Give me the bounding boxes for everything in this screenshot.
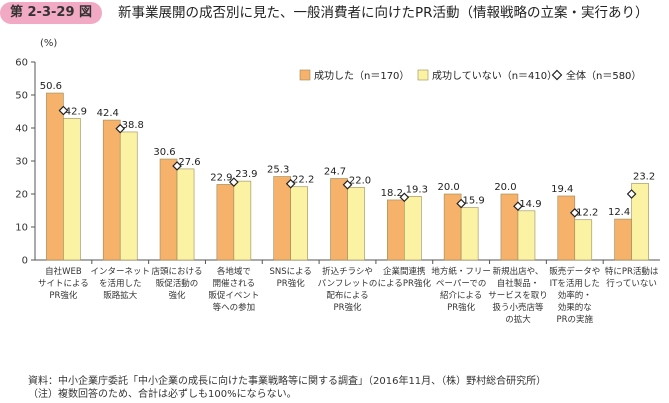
category-label: 地方紙・フリーペーパーでの紹介による PR強化 <box>431 266 491 313</box>
footnote: （注）複数回答のため、合計は必ずしも100%にならない。 <box>28 389 297 400</box>
data-label: 22.0 <box>349 175 371 186</box>
footer: 資料：中小企業庁委託「中小企業の成長に向けた事業戦略等に関する調査」（2016年… <box>28 375 546 401</box>
overall-marker-0 <box>58 105 69 116</box>
data-label: 19.3 <box>406 184 428 195</box>
overall-marker-2 <box>172 161 182 171</box>
category-labels: 自社WEB サイトによる PR強化インターネットを活用した販路拡大店頭における販促活… <box>38 266 659 325</box>
data-label: 19.4 <box>551 184 573 195</box>
axes: 0 10 20 30 40 50 60 <box>15 58 660 267</box>
category-label: 特にPR活動は行っていない <box>605 266 659 289</box>
category-label: 店頭における販促活動の強化 <box>152 266 203 301</box>
data-label: 22.9 <box>210 172 232 183</box>
bar-not-success-1 <box>119 131 138 261</box>
bar-chart: (%) 0 10 20 30 40 50 60 50.6 42.9 42.438.8 30.627… <box>15 38 660 325</box>
bar-not-success-3 <box>233 180 252 261</box>
bar-success-2 <box>159 158 178 261</box>
legend-label-1: 成功していない（n＝410） <box>432 70 557 82</box>
bar-success-10 <box>614 218 632 261</box>
category-label: インターネットを活用した販路拡大 <box>90 267 150 301</box>
y-tick-label: 20 <box>15 190 28 201</box>
category-label: SNSによる PR強化 <box>269 267 311 289</box>
figure-title: 新事業展開の成否別に見た、一般消費者に向けたPR活動（情報戦略の立案・実行あり） <box>118 5 649 21</box>
overall-marker-4 <box>285 178 296 189</box>
bar-not-success-6 <box>404 196 422 261</box>
category-label: 各地域で開催される販促イベント等への参加 <box>208 266 259 313</box>
overall-marker-9 <box>569 207 580 218</box>
data-label: 20.0 <box>438 182 460 193</box>
bar-success-9 <box>557 195 576 261</box>
data-label: 15.9 <box>463 196 485 207</box>
data-label: 12.4 <box>608 207 630 218</box>
legend-swatch-1 <box>417 69 429 81</box>
y-tick-label: 60 <box>15 58 28 69</box>
y-tick-label: 10 <box>15 223 28 234</box>
data-labels: 50.6 42.9 42.438.8 30.627.6 22.9 23.9 25.322.2… <box>40 81 655 219</box>
overall-marker-6 <box>399 192 410 203</box>
source-note: 資料：中小企業庁委託「中小企業の成長に向けた事業戦略等に関する調査」（2016年… <box>28 376 547 387</box>
data-label: 50.6 <box>40 81 62 92</box>
overall-marker-8 <box>513 201 523 212</box>
y-tick-label: 40 <box>15 124 28 135</box>
bar-not-success-0 <box>63 118 81 261</box>
data-label: 12.2 <box>576 208 598 219</box>
bar-success-6 <box>387 199 405 261</box>
data-label: 23.9 <box>235 169 257 180</box>
overall-marker-10 <box>626 189 637 199</box>
bar-success-8 <box>500 193 519 261</box>
overall-markers <box>58 105 637 218</box>
bar-success-1 <box>102 119 121 261</box>
category-label: 販売データや ITを活用した効率的・効果的な PRの実施 <box>549 266 600 325</box>
legend-swatch-0 <box>299 69 311 81</box>
data-label: 22.2 <box>292 175 314 186</box>
data-label: 23.2 <box>633 171 655 182</box>
data-label: 42.9 <box>65 106 87 117</box>
bar-success-5 <box>330 178 348 261</box>
bars <box>46 92 649 261</box>
figure-number-badge: 第 2-3-29 図 <box>0 2 102 24</box>
bar-not-success-7 <box>460 207 479 261</box>
bar-success-0 <box>46 92 64 261</box>
data-label: 38.8 <box>122 120 144 131</box>
bar-success-3 <box>216 184 235 261</box>
data-label: 24.7 <box>324 166 346 177</box>
bar-not-success-9 <box>574 219 593 261</box>
data-label: 27.6 <box>178 157 200 168</box>
overall-marker-1 <box>115 123 126 134</box>
overall-marker-5 <box>342 179 353 190</box>
category-label: 自社WEB サイトによる PR強化 <box>38 266 89 301</box>
data-label: 14.9 <box>519 199 541 210</box>
overall-marker-3 <box>229 177 239 187</box>
y-tick-label: 0 <box>22 256 28 267</box>
legend-marker-overall <box>551 69 563 81</box>
category-label: 折込チラシやパンフレットの配布による PR強化 <box>318 266 378 313</box>
bar-not-success-10 <box>631 183 649 261</box>
bar-not-success-4 <box>290 186 308 261</box>
legend: 成功した（n＝170） 成功していない（n＝410） 全体（n＝580） <box>299 69 641 82</box>
category-label: 新規出店や、自社製品・サービスを取り扱う小売店等の拡大 <box>488 266 548 325</box>
data-label: 18.2 <box>381 188 403 199</box>
y-tick-label: 50 <box>15 91 28 102</box>
legend-label-0: 成功した（n＝170） <box>314 70 409 82</box>
data-label: 30.6 <box>153 147 175 158</box>
category-label: 企業間連携によるPR強化 <box>378 266 432 289</box>
legend-label-2: 全体（n＝580） <box>566 69 641 82</box>
data-label: 20.0 <box>494 182 516 193</box>
overall-marker-7 <box>456 198 466 209</box>
y-tick-label: 30 <box>15 157 28 168</box>
bar-not-success-5 <box>347 187 365 261</box>
bar-not-success-2 <box>176 168 195 261</box>
bar-not-success-8 <box>517 210 536 261</box>
data-label: 25.3 <box>267 165 289 176</box>
bar-success-4 <box>273 176 291 261</box>
y-unit-label: (%) <box>40 38 57 49</box>
data-label: 42.4 <box>97 108 119 119</box>
figure-header: 第 2-3-29 図 新事業展開の成否別に見た、一般消費者に向けたPR活動（情報… <box>0 0 669 26</box>
